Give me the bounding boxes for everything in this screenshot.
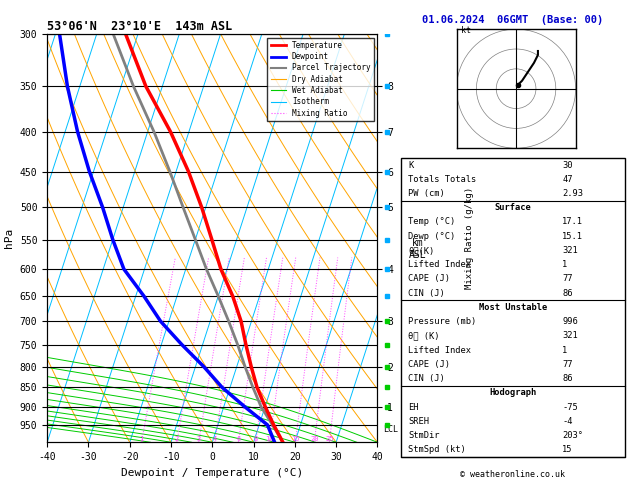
Text: -75: -75 [562, 402, 578, 412]
Text: PW (cm): PW (cm) [408, 189, 445, 198]
Text: 1: 1 [562, 346, 567, 355]
Text: StmSpd (kt): StmSpd (kt) [408, 445, 465, 454]
Text: CAPE (J): CAPE (J) [408, 275, 450, 283]
Text: 8: 8 [253, 436, 258, 442]
Text: 2: 2 [175, 436, 179, 442]
X-axis label: Dewpoint / Temperature (°C): Dewpoint / Temperature (°C) [121, 468, 303, 478]
Text: Dewp (°C): Dewp (°C) [408, 232, 455, 241]
Text: 25: 25 [325, 436, 333, 442]
Text: 15: 15 [562, 445, 572, 454]
Text: Lifted Index: Lifted Index [408, 260, 471, 269]
Text: CIN (J): CIN (J) [408, 289, 445, 297]
Text: CAPE (J): CAPE (J) [408, 360, 450, 369]
Text: Mixing Ratio (g/kg): Mixing Ratio (g/kg) [465, 187, 474, 289]
Text: Temp (°C): Temp (°C) [408, 218, 455, 226]
Text: 321: 321 [562, 331, 578, 340]
Text: 2.93: 2.93 [562, 189, 583, 198]
Text: 15.1: 15.1 [562, 232, 583, 241]
Text: 01.06.2024  06GMT  (Base: 00): 01.06.2024 06GMT (Base: 00) [422, 15, 603, 25]
Text: 77: 77 [562, 275, 572, 283]
Text: -4: -4 [562, 417, 572, 426]
Text: 30: 30 [562, 160, 572, 170]
Text: LCL: LCL [383, 425, 398, 434]
Text: Hodograph: Hodograph [489, 388, 537, 397]
Text: 20: 20 [310, 436, 318, 442]
Text: © weatheronline.co.uk: © weatheronline.co.uk [460, 470, 565, 479]
Text: Most Unstable: Most Unstable [479, 303, 547, 312]
Text: 4: 4 [213, 436, 217, 442]
Text: 86: 86 [562, 374, 572, 383]
Text: 10: 10 [265, 436, 274, 442]
Text: Surface: Surface [494, 203, 532, 212]
Text: θᴁ (K): θᴁ (K) [408, 331, 440, 340]
Text: kt: kt [460, 26, 470, 35]
Text: Pressure (mb): Pressure (mb) [408, 317, 476, 326]
Text: 77: 77 [562, 360, 572, 369]
Text: 6: 6 [237, 436, 240, 442]
Text: 203°: 203° [562, 431, 583, 440]
Legend: Temperature, Dewpoint, Parcel Trajectory, Dry Adiabat, Wet Adiabat, Isotherm, Mi: Temperature, Dewpoint, Parcel Trajectory… [267, 38, 374, 121]
Text: K: K [408, 160, 413, 170]
Text: θᴁ(K): θᴁ(K) [408, 246, 434, 255]
Text: SREH: SREH [408, 417, 429, 426]
Text: StmDir: StmDir [408, 431, 440, 440]
Text: 47: 47 [562, 175, 572, 184]
Text: 996: 996 [562, 317, 578, 326]
Y-axis label: km
ASL: km ASL [409, 238, 427, 260]
Text: 3: 3 [197, 436, 201, 442]
Text: 17.1: 17.1 [562, 218, 583, 226]
Y-axis label: hPa: hPa [4, 228, 14, 248]
Text: 321: 321 [562, 246, 578, 255]
Text: 1: 1 [140, 436, 143, 442]
Text: CIN (J): CIN (J) [408, 374, 445, 383]
Text: EH: EH [408, 402, 418, 412]
Text: 1: 1 [562, 260, 567, 269]
Text: Totals Totals: Totals Totals [408, 175, 476, 184]
Text: 86: 86 [562, 289, 572, 297]
Text: 53°06'N  23°10'E  143m ASL: 53°06'N 23°10'E 143m ASL [47, 20, 233, 33]
Text: Lifted Index: Lifted Index [408, 346, 471, 355]
Text: 15: 15 [291, 436, 299, 442]
